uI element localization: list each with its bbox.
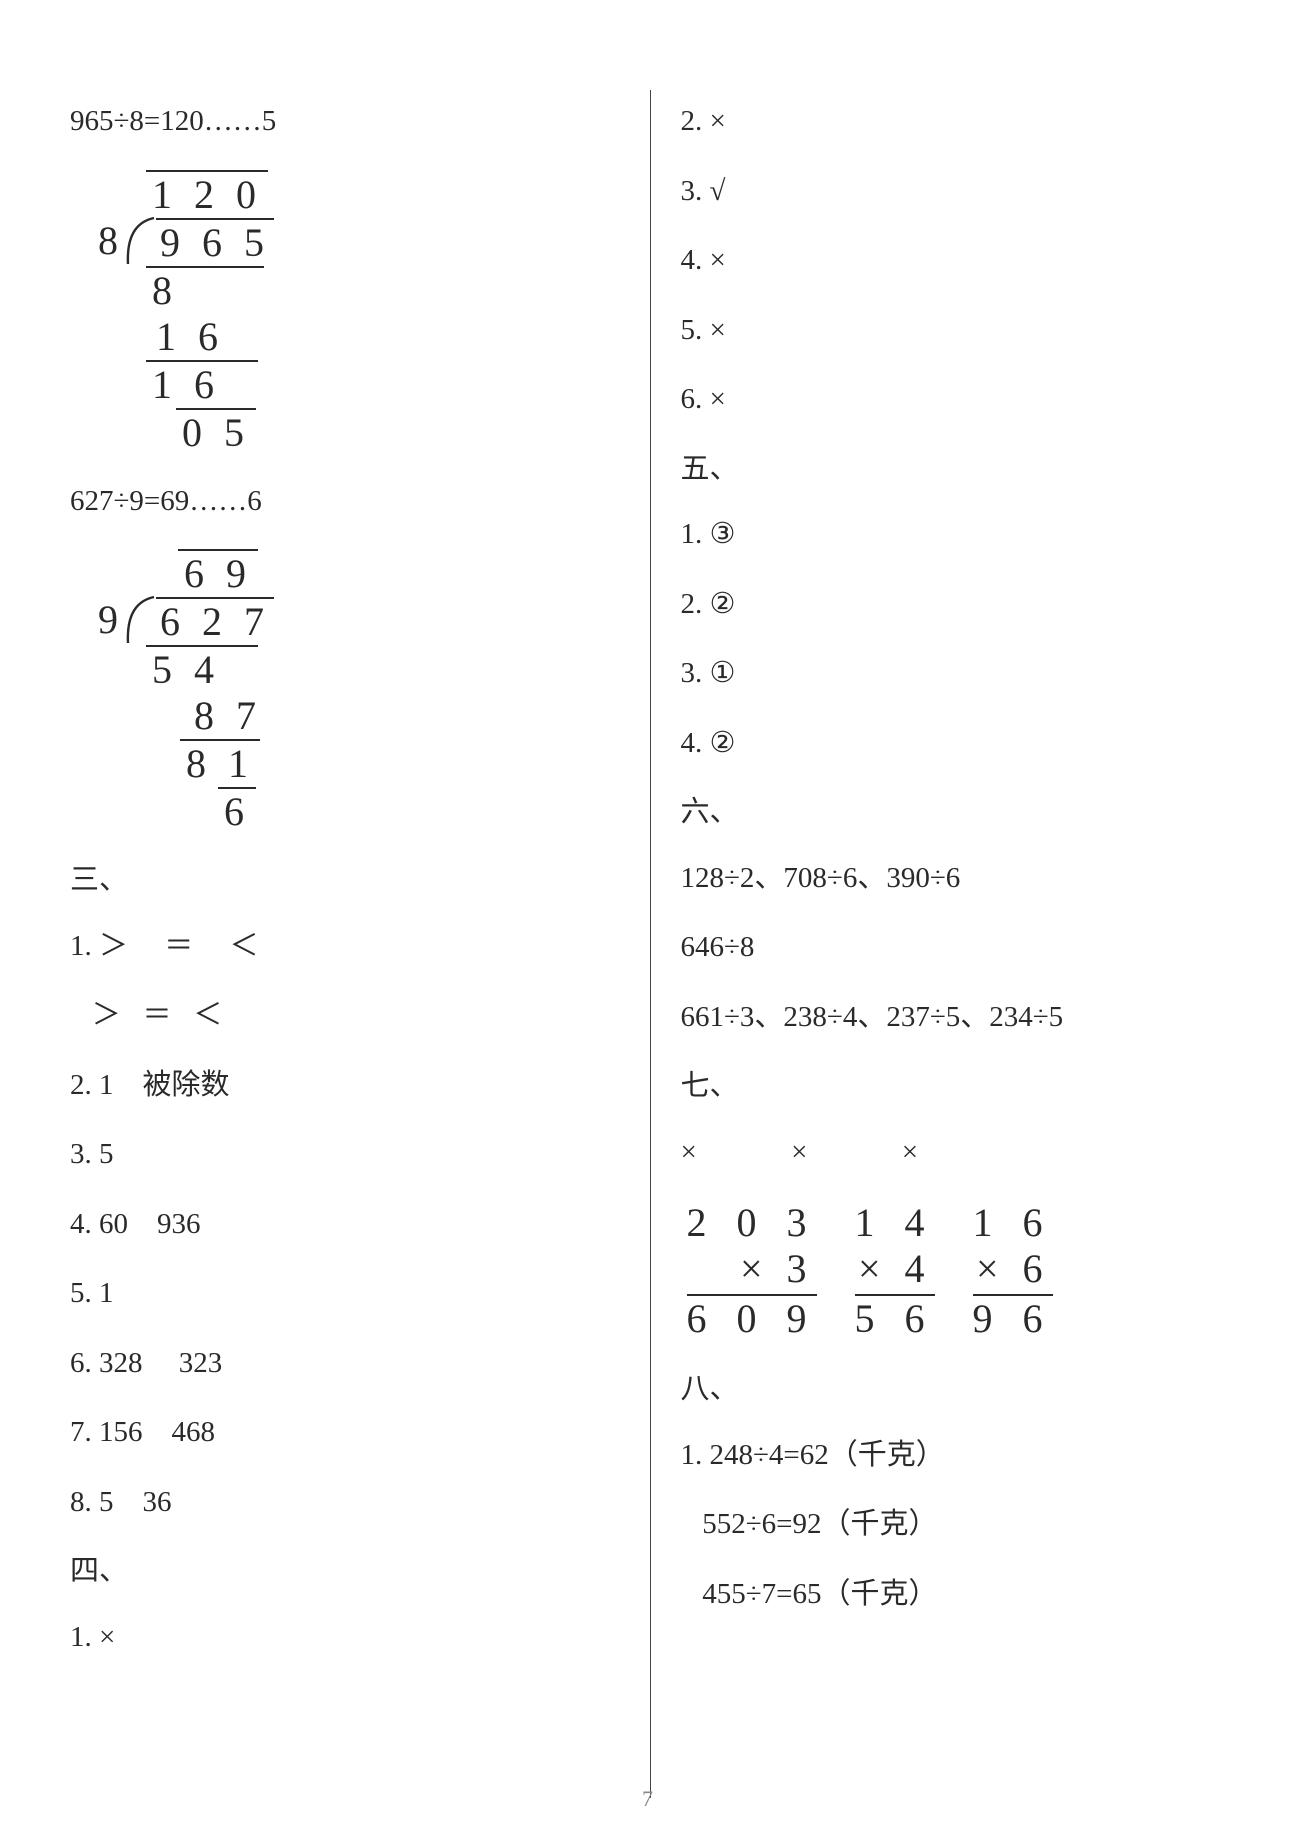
division-bracket-icon xyxy=(124,595,158,645)
section-6-head: 六、 xyxy=(681,791,1231,835)
vmul-1-bot: ×3 xyxy=(687,1246,817,1296)
vmul-2-bot: ×4 xyxy=(855,1246,935,1296)
ld1-step-2: 1 6 xyxy=(98,360,620,408)
sec3-8: 8. 5 36 xyxy=(70,1481,620,1525)
ld1-step-1: 1 6 xyxy=(98,314,620,360)
section-8-head: 八、 xyxy=(681,1368,1231,1412)
page: 作业 精灵 作 业 精 灵 作 业 精 灵 965÷8=120……5 1 2 0… xyxy=(0,0,1300,1838)
sec4-1: 1. × xyxy=(70,1616,620,1660)
times-icon: × xyxy=(740,1246,763,1291)
division-bracket-icon xyxy=(124,216,158,266)
sec5-1: 1. ③ xyxy=(681,513,1231,557)
sec3-4: 4. 60 936 xyxy=(70,1203,620,1247)
vmul-3-res: 9 6 xyxy=(973,1296,1053,1342)
section-3-head: 三、 xyxy=(70,859,620,903)
sec5-4: 4. ② xyxy=(681,722,1231,766)
sec3-2: 2. 1 被除数 xyxy=(70,1064,620,1108)
sec8-3: 455÷7=65（千克） xyxy=(681,1573,1231,1617)
right-column: 2. × 3. √ 4. × 5. × 6. × 五、 1. ③ 2. ② 3.… xyxy=(650,90,1231,1798)
sec6-3: 661÷3、238÷4、237÷5、234÷5 xyxy=(681,996,1231,1040)
sec4-6: 6. × xyxy=(681,378,1231,422)
sec8-1: 1. 248÷4=62（千克） xyxy=(681,1434,1231,1478)
ld1-divisor: 8 xyxy=(98,218,124,264)
ld2-step-0: 5 4 xyxy=(98,645,620,693)
sec3-1b: ＞ ＝ ＜ xyxy=(70,994,620,1038)
long-division-2: 6 9 9 6 2 7 5 4 8 7 8 1 6 xyxy=(98,549,620,835)
equation-1: 965÷8=120……5 xyxy=(70,100,620,144)
ld2-divisor: 9 xyxy=(98,597,124,643)
sec3-3: 3. 5 xyxy=(70,1133,620,1177)
sec8-2: 552÷6=92（千克） xyxy=(681,1503,1231,1547)
sec4-3: 3. √ xyxy=(681,170,1231,214)
sec5-3: 3. ① xyxy=(681,652,1231,696)
ld1-dividend-row: 8 9 6 5 xyxy=(98,218,274,266)
ld2-step-1: 8 7 xyxy=(98,693,620,739)
sec5-2: 2. ② xyxy=(681,583,1231,627)
sec6-1: 128÷2、708÷6、390÷6 xyxy=(681,857,1231,901)
sec3-7: 7. 156 468 xyxy=(70,1411,620,1455)
equation-2: 627÷9=69……6 xyxy=(70,480,620,524)
sec7-marks: × × × xyxy=(681,1131,1231,1175)
vmul-3-bot: ×6 xyxy=(973,1246,1053,1296)
ld2-step-3: 6 xyxy=(98,787,620,835)
left-column: 965÷8=120……5 1 2 0 8 9 6 5 8 1 6 1 6 0 5… xyxy=(70,90,650,1798)
section-4-head: 四、 xyxy=(70,1550,620,1594)
vmul-1-top: 2 0 3 xyxy=(687,1200,817,1246)
ld2-dividend: 6 2 7 xyxy=(156,597,274,645)
vmul-2-res: 5 6 xyxy=(855,1296,935,1342)
sec6-2: 646÷8 xyxy=(681,926,1231,970)
ld2-step-2: 8 1 xyxy=(98,739,620,787)
sec3-1: 1. ＞ ＝ ＜ xyxy=(70,925,620,969)
long-division-1: 1 2 0 8 9 6 5 8 1 6 1 6 0 5 xyxy=(98,170,620,456)
times-icon: × xyxy=(858,1246,881,1291)
ld1-step-3: 0 5 xyxy=(98,408,620,456)
vertical-mult-row: 2 0 3 ×3 6 0 9 1 4 ×4 5 6 1 6 ×6 9 6 xyxy=(687,1200,1231,1342)
vmul-1-res: 6 0 9 xyxy=(687,1296,817,1342)
ld2-dividend-row: 9 6 2 7 xyxy=(98,597,274,645)
ld1-dividend: 9 6 5 xyxy=(156,218,274,266)
page-number: 7 xyxy=(642,1786,653,1812)
vmul-1: 2 0 3 ×3 6 0 9 xyxy=(687,1200,817,1342)
vmul-2: 1 4 ×4 5 6 xyxy=(855,1200,935,1342)
ld1-step-0: 8 xyxy=(98,266,620,314)
sec4-5: 5. × xyxy=(681,309,1231,353)
vmul-2-top: 1 4 xyxy=(855,1200,935,1246)
sec4-4: 4. × xyxy=(681,239,1231,283)
sec4-2: 2. × xyxy=(681,100,1231,144)
times-icon: × xyxy=(976,1246,999,1291)
section-7-head: 七、 xyxy=(681,1065,1231,1109)
sec3-5: 5. 1 xyxy=(70,1272,620,1316)
vmul-3-top: 1 6 xyxy=(973,1200,1053,1246)
section-5-head: 五、 xyxy=(681,448,1231,492)
vmul-3: 1 6 ×6 9 6 xyxy=(973,1200,1053,1342)
sec3-6: 6. 328 323 xyxy=(70,1342,620,1386)
ld1-quotient: 1 2 0 xyxy=(98,170,620,218)
ld2-quotient: 6 9 xyxy=(98,549,620,597)
